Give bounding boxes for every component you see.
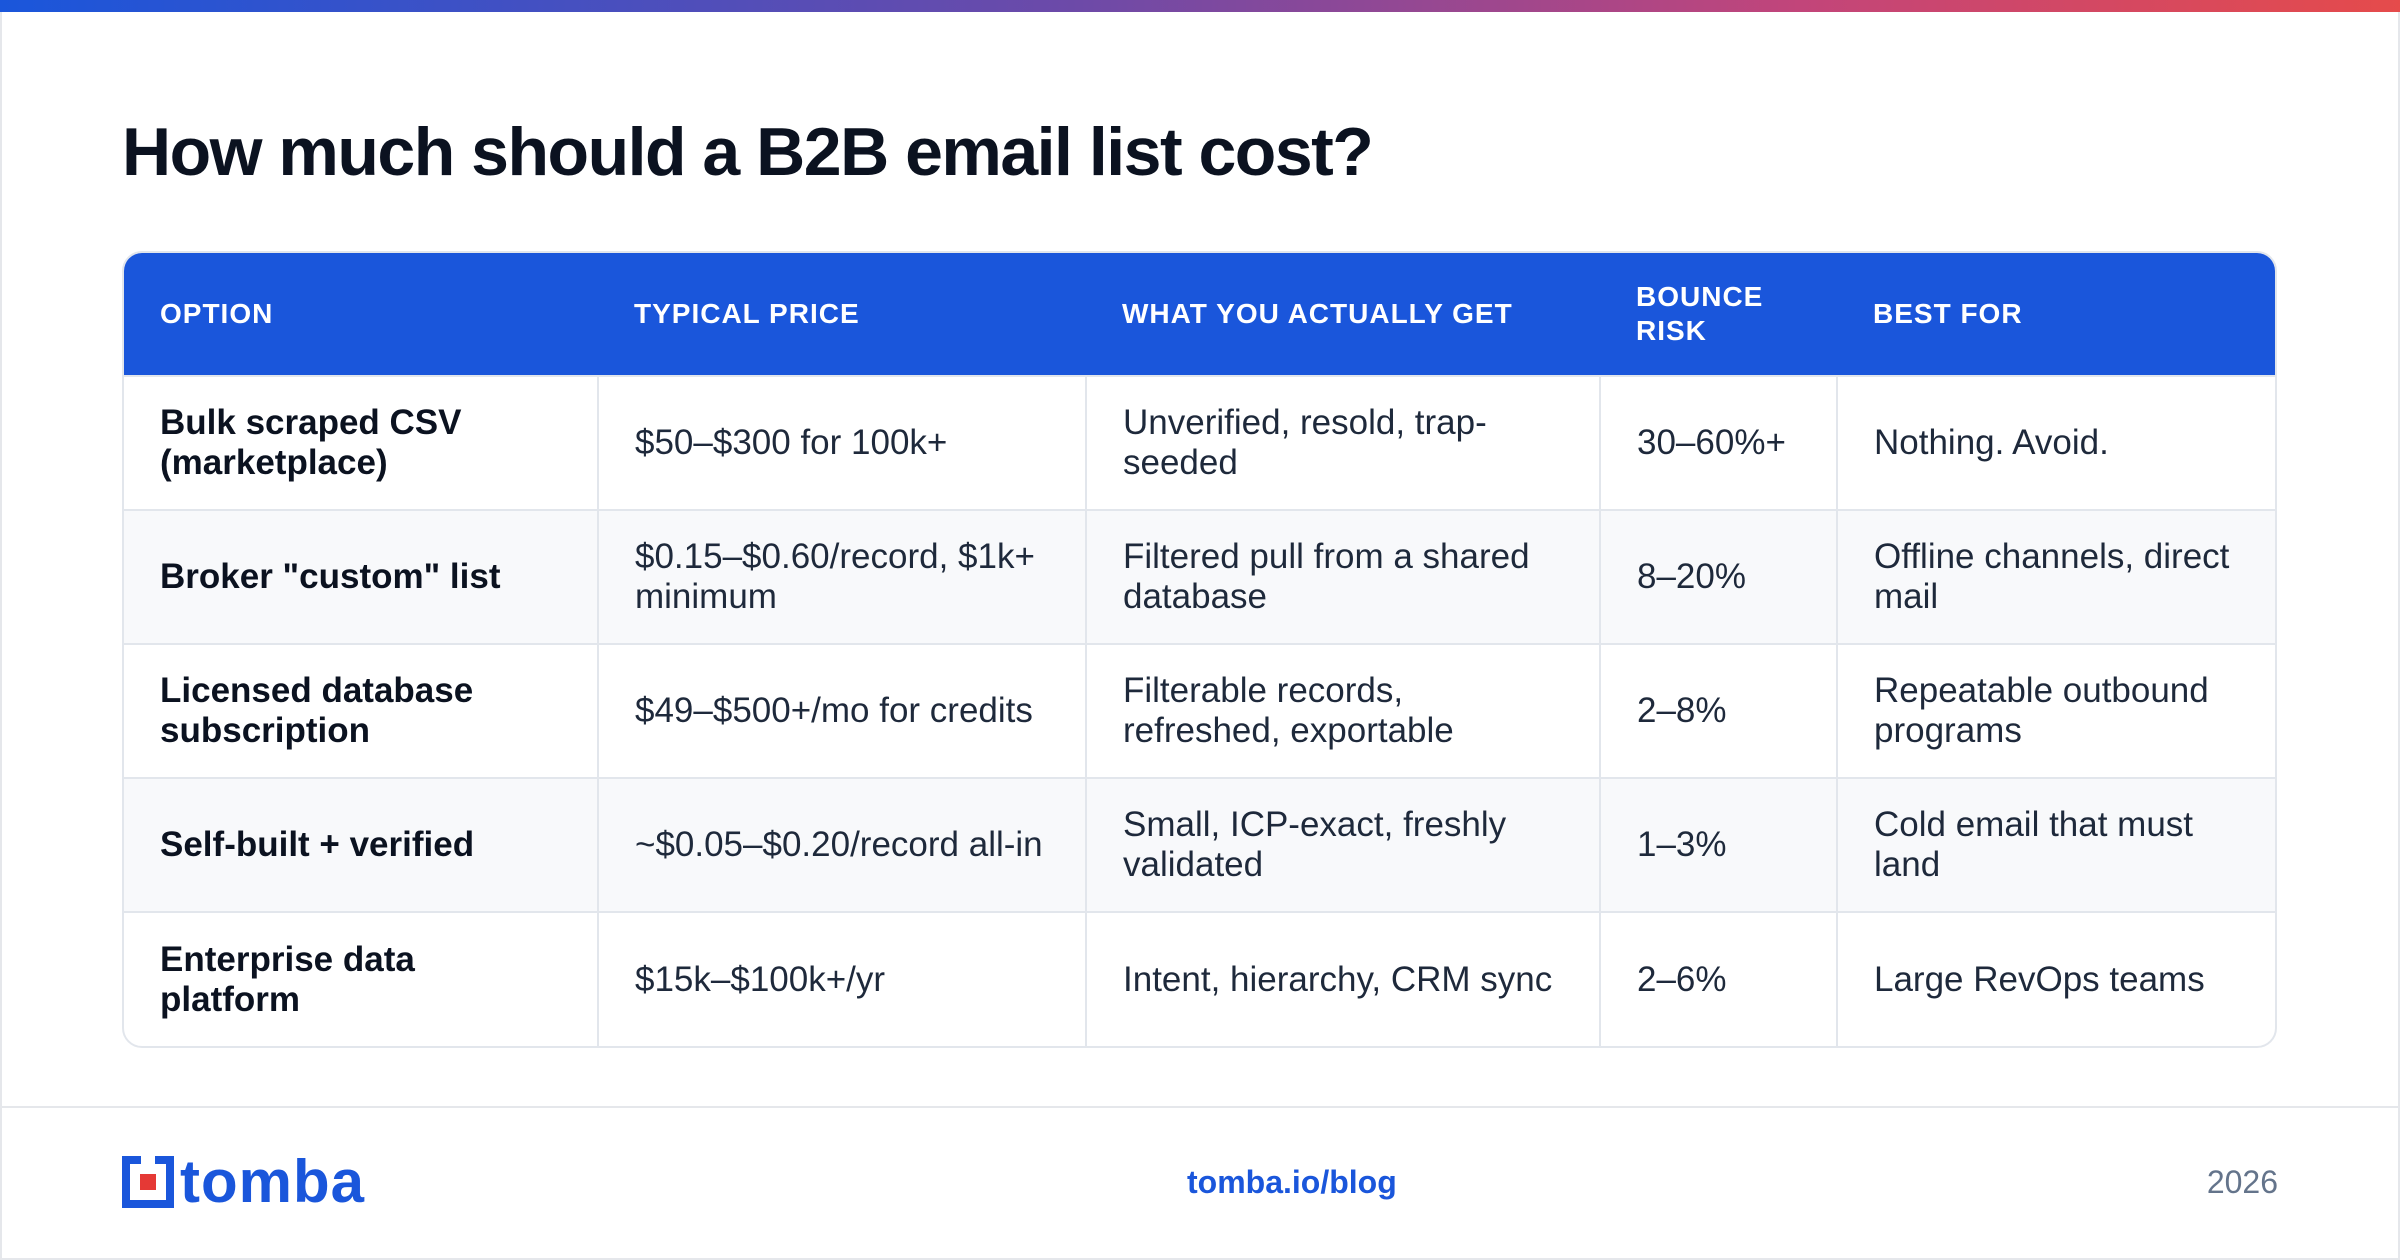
- cell-best-for: Large RevOps teams: [1836, 911, 2275, 1046]
- cell-what-you-get: Filterable records, refreshed, exportabl…: [1085, 643, 1600, 778]
- table-row: Bulk scraped CSV (marketplace) $50–$300 …: [124, 375, 2275, 510]
- top-gradient-bar: [0, 0, 2400, 12]
- cell-bounce-risk: 1–3%: [1599, 777, 1837, 912]
- cell-price: $0.15–$0.60/record, $1k+ minimum: [597, 509, 1086, 644]
- cell-best-for: Offline channels, direct mail: [1836, 509, 2275, 644]
- cell-what-you-get: Unverified, resold, trap-seeded: [1085, 375, 1600, 510]
- pricing-table: OPTION TYPICAL PRICE WHAT YOU ACTUALLY G…: [122, 251, 2277, 1048]
- cell-best-for: Nothing. Avoid.: [1836, 375, 2275, 510]
- cell-bounce-risk: 8–20%: [1599, 509, 1837, 644]
- cell-best-for: Repeatable outbound programs: [1836, 643, 2275, 778]
- cell-bounce-risk: 2–8%: [1599, 643, 1837, 778]
- cell-price: $49–$500+/mo for credits: [597, 643, 1086, 778]
- cell-what-you-get: Intent, hierarchy, CRM sync: [1085, 911, 1600, 1046]
- logo-wordmark: tomba: [180, 1148, 365, 1215]
- header-bounce-risk: BOUNCE RISK: [1636, 281, 1764, 346]
- cell-what-you-get: Small, ICP-exact, freshly validated: [1085, 777, 1600, 912]
- table-row: Licensed database subscription $49–$500+…: [124, 643, 2275, 778]
- cell-price: $15k–$100k+/yr: [597, 911, 1086, 1046]
- tomba-logo[interactable]: tomba: [122, 1148, 365, 1215]
- cell-bounce-risk: 30–60%+: [1599, 375, 1837, 510]
- footer-year: 2026: [2206, 1164, 2278, 1200]
- blog-link[interactable]: tomba.io/blog: [1187, 1164, 1397, 1200]
- footer-divider: [0, 1106, 2400, 1108]
- header-typical-price: TYPICAL PRICE: [634, 298, 860, 329]
- cell-what-you-get: Filtered pull from a shared database: [1085, 509, 1600, 644]
- table-row: Enterprise data platform $15k–$100k+/yr …: [124, 911, 2275, 1046]
- header-option: OPTION: [160, 298, 274, 329]
- cell-best-for: Cold email that must land: [1836, 777, 2275, 912]
- cell-option: Broker "custom" list: [124, 509, 598, 644]
- cell-price: $50–$300 for 100k+: [597, 375, 1086, 510]
- header-best-for: BEST FOR: [1873, 298, 2023, 329]
- cell-option: Licensed database subscription: [124, 643, 598, 778]
- table-row: Self-built + verified ~$0.05–$0.20/recor…: [124, 777, 2275, 912]
- cell-bounce-risk: 2–6%: [1599, 911, 1837, 1046]
- page-title: How much should a B2B email list cost?: [122, 114, 1374, 190]
- cell-option: Bulk scraped CSV (marketplace): [124, 375, 598, 510]
- tomba-logo-icon: [122, 1156, 174, 1208]
- cell-option: Self-built + verified: [124, 777, 598, 912]
- table-header-row: OPTION TYPICAL PRICE WHAT YOU ACTUALLY G…: [124, 253, 2275, 376]
- table-row: Broker "custom" list $0.15–$0.60/record,…: [124, 509, 2275, 644]
- cell-price: ~$0.05–$0.20/record all-in: [597, 777, 1086, 912]
- header-what-you-get: WHAT YOU ACTUALLY GET: [1122, 298, 1513, 329]
- cell-option: Enterprise data platform: [124, 911, 598, 1046]
